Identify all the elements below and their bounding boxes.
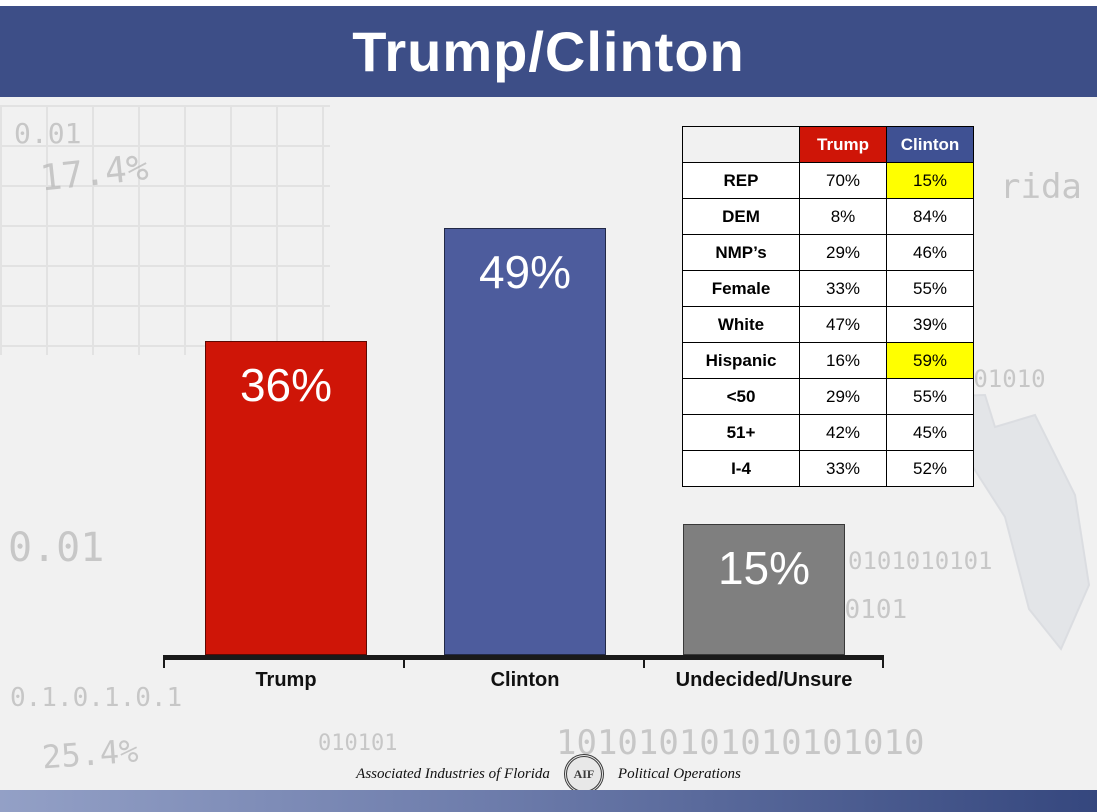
axis-tick: [643, 660, 645, 668]
clinton-value: 84%: [886, 198, 974, 235]
trump-value: 29%: [799, 234, 887, 271]
trump-value: 33%: [799, 270, 887, 307]
table-header-row: Trump Clinton: [682, 126, 974, 163]
table-row: 51+ 42% 45%: [682, 414, 974, 451]
row-label: White: [682, 306, 800, 343]
x-axis-line: [163, 655, 884, 660]
bar-undecided-unsure: 15%: [683, 524, 845, 655]
row-label: I-4: [682, 450, 800, 487]
clinton-value: 52%: [886, 450, 974, 487]
bar-value-label: 49%: [478, 246, 572, 298]
row-label: Hispanic: [682, 342, 800, 379]
clinton-value: 39%: [886, 306, 974, 343]
clinton-value: 46%: [886, 234, 974, 271]
table-row: Female 33% 55%: [682, 270, 974, 307]
axis-tick: [403, 660, 405, 668]
axis-tick: [882, 660, 884, 668]
category-label: Clinton: [490, 669, 560, 691]
bar-value-label: 36%: [239, 359, 333, 411]
trump-value: 16%: [799, 342, 887, 379]
trump-value: 29%: [799, 378, 887, 415]
trump-value: 8%: [799, 198, 887, 235]
row-label: NMP’s: [682, 234, 800, 271]
clinton-value: 59%: [886, 342, 974, 379]
footer: Associated Industries of Florida AIF Pol…: [0, 752, 1097, 796]
row-label: REP: [682, 162, 800, 199]
watermark-text: 17.4%: [38, 147, 151, 200]
bar-trump: 36%: [205, 341, 367, 655]
table-row: White 47% 39%: [682, 306, 974, 343]
bottom-gradient-strip: [0, 790, 1097, 812]
table-row: Hispanic 16% 59%: [682, 342, 974, 379]
clinton-value: 15%: [886, 162, 974, 199]
clinton-value: 55%: [886, 270, 974, 307]
page-title: Trump/Clinton: [352, 20, 745, 83]
table-row: REP 70% 15%: [682, 162, 974, 199]
watermark-text: 0.01: [8, 525, 105, 571]
row-label: <50: [682, 378, 800, 415]
category-label: Trump: [255, 669, 317, 691]
row-label: DEM: [682, 198, 800, 235]
bar-clinton: 49%: [444, 228, 606, 655]
crosstab-table: Trump Clinton REP 70% 15% DEM 8% 84% NMP’s 29% 46%…: [682, 126, 974, 487]
clinton-value: 45%: [886, 414, 974, 451]
table-row: DEM 8% 84%: [682, 198, 974, 235]
title-banner: Trump/Clinton: [0, 6, 1097, 97]
table-row: I-4 33% 52%: [682, 450, 974, 487]
aif-logo: AIF: [563, 754, 604, 794]
table-corner-cell: [682, 126, 800, 163]
footer-left-caption: Associated Industries of Florida: [356, 765, 550, 782]
row-label: Female: [682, 270, 800, 307]
row-label: 51+: [682, 414, 800, 451]
watermark-text: 0.01: [14, 117, 82, 150]
bar-value-label: 15%: [717, 542, 811, 594]
trump-value: 47%: [799, 306, 887, 343]
axis-tick: [163, 660, 165, 668]
clinton-value: 55%: [886, 378, 974, 415]
trump-value: 33%: [799, 450, 887, 487]
watermark-text: rida: [1000, 167, 1082, 207]
trump-value: 70%: [799, 162, 887, 199]
background-grid-decoration: [0, 105, 330, 355]
footer-right-caption: Political Operations: [617, 765, 741, 782]
table-row: NMP’s 29% 46%: [682, 234, 974, 271]
category-label: Undecided/Unsure: [675, 669, 853, 691]
trump-value: 42%: [799, 414, 887, 451]
table-header-clinton: Clinton: [886, 126, 974, 163]
table-row: <50 29% 55%: [682, 378, 974, 415]
slide-content: 0.01 17.4% rida 0.01 0.1.0.1.0.1 25.4% 1010101…: [0, 97, 1097, 812]
table-header-trump: Trump: [799, 126, 887, 163]
watermark-text: 0101010101: [848, 547, 993, 575]
